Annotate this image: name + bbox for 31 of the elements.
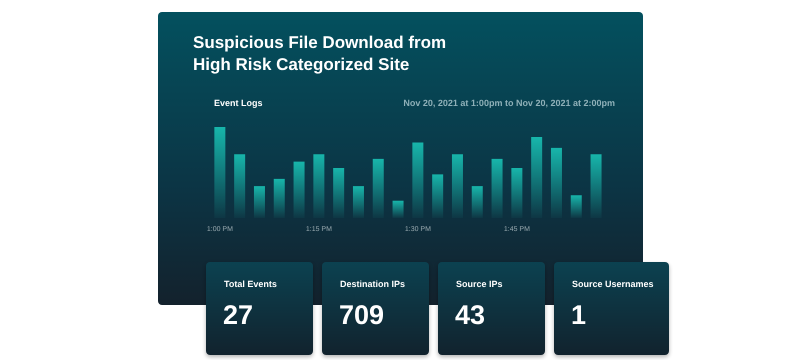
data-label: 1: [571, 300, 586, 331]
category-label: Source IPs: [456, 279, 503, 289]
bar: [472, 186, 483, 218]
text: Nov 20, 2021 at 1:00pm to Nov 20, 2021 at 2:00pm: [403, 98, 615, 108]
data-label: 27: [223, 300, 254, 331]
bar: [590, 154, 602, 218]
bar: [333, 168, 344, 218]
bar: [294, 162, 305, 218]
chart-subtitle: Event Logs: [214, 98, 263, 108]
bar: [352, 186, 364, 218]
bar: [432, 174, 444, 218]
bar: [254, 186, 265, 218]
category-label: Source Usernames: [572, 279, 654, 289]
bar: [392, 200, 404, 218]
bar: [274, 178, 285, 218]
bar: [550, 148, 562, 218]
bar: [452, 154, 463, 218]
bar: [372, 158, 384, 218]
category-label: Destination IPs: [340, 279, 406, 289]
chart-title: Suspicious File Download from High Risk Categorized Site: [193, 32, 448, 76]
bar: [313, 154, 324, 218]
bar: [492, 158, 503, 218]
bar: [214, 127, 226, 218]
category-label: Total Events: [224, 279, 277, 289]
bar: [531, 137, 542, 218]
data-label: 709: [339, 300, 384, 331]
data-label: 43: [455, 300, 486, 331]
bar: [234, 154, 246, 218]
bar: [511, 168, 522, 218]
bar: [412, 142, 424, 218]
bar: [570, 195, 582, 218]
